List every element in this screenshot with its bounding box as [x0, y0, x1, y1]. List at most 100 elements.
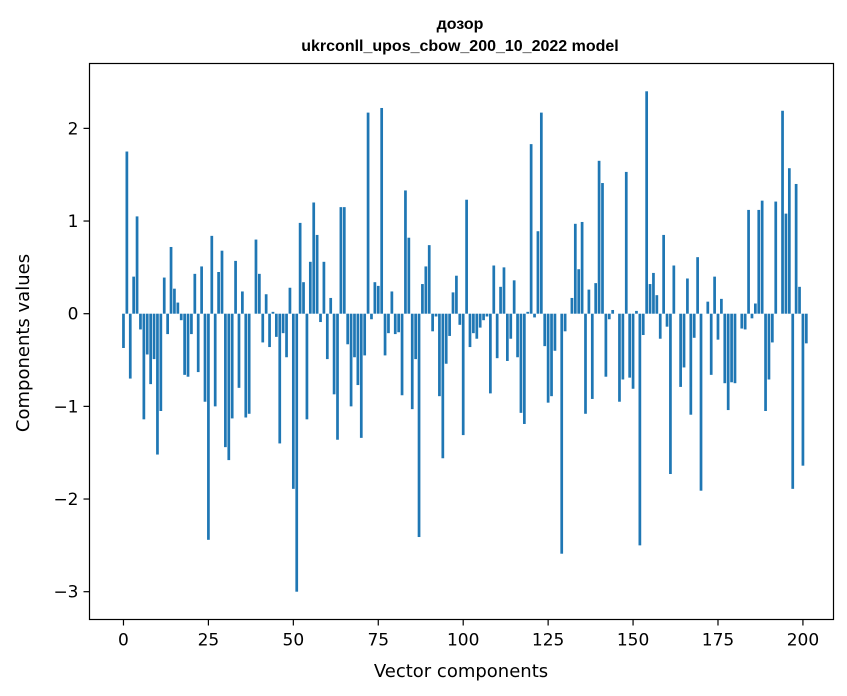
bar: [247, 313, 251, 414]
bar: [794, 183, 798, 314]
bar: [628, 313, 632, 378]
bar: [468, 313, 472, 348]
bar: [264, 294, 268, 314]
y-tick-label: 2: [68, 119, 79, 139]
bar: [271, 311, 275, 314]
bar: [444, 313, 448, 364]
bar: [492, 265, 496, 314]
bar: [750, 313, 754, 319]
bar: [404, 190, 407, 314]
bar: [709, 313, 713, 375]
bar: [281, 313, 285, 334]
bar: [720, 298, 723, 314]
bar: [611, 309, 615, 314]
bar: [349, 313, 353, 407]
bar: [315, 234, 319, 314]
bar: [193, 273, 197, 314]
x-tick-label: 100: [447, 631, 479, 651]
bar: [359, 313, 363, 438]
bar: [400, 313, 404, 396]
bar: [183, 313, 186, 375]
bar: [220, 250, 224, 314]
bar: [261, 313, 265, 343]
bar: [268, 313, 271, 348]
bar: [308, 261, 312, 314]
bar: [787, 168, 791, 314]
bar: [519, 313, 523, 413]
bar: [336, 313, 339, 440]
bar: [230, 313, 234, 419]
bar: [342, 207, 346, 314]
bar: [312, 202, 316, 314]
bar: [135, 216, 139, 314]
bar: [288, 287, 292, 314]
bar: [506, 313, 509, 361]
bar: [393, 313, 397, 335]
bar: [410, 313, 414, 410]
chart-title-line-1: дозор: [437, 16, 484, 33]
bar: [478, 313, 482, 328]
bar: [196, 313, 200, 373]
bar: [618, 313, 621, 402]
bar: [291, 313, 295, 489]
bar: [757, 209, 761, 314]
bar: [580, 221, 584, 314]
bar: [682, 313, 686, 368]
bar: [448, 313, 451, 336]
bar: [325, 313, 329, 360]
bar: [125, 151, 129, 314]
bar: [747, 209, 750, 314]
bar: [159, 313, 163, 411]
bar: [383, 313, 387, 356]
bar: [716, 313, 720, 340]
bar: [390, 291, 394, 314]
bar: [210, 235, 214, 314]
bar: [278, 313, 282, 444]
bar: [577, 269, 581, 314]
bar: [767, 313, 771, 380]
bar: [495, 313, 499, 359]
bar: [804, 313, 808, 344]
bar: [764, 313, 767, 411]
bar: [149, 313, 153, 385]
bar: [190, 313, 193, 335]
bar: [543, 313, 547, 347]
bar: [162, 277, 166, 314]
bar: [635, 310, 638, 314]
bar: [669, 313, 672, 475]
bar: [370, 313, 373, 320]
bar: [516, 313, 519, 358]
bar: [305, 313, 309, 420]
bar: [173, 288, 176, 314]
bar: [407, 237, 411, 314]
bar: [186, 313, 190, 377]
bar: [431, 313, 434, 332]
bar: [254, 239, 258, 314]
bar: [570, 297, 574, 314]
bar: [397, 313, 401, 333]
bar: [760, 200, 764, 314]
bar: [213, 313, 217, 407]
bar: [590, 313, 594, 399]
bar: [145, 313, 149, 355]
y-tick-label: −1: [53, 397, 78, 417]
bar: [784, 213, 788, 314]
bar: [726, 313, 730, 411]
x-tick-label: 50: [283, 631, 305, 651]
bar: [482, 313, 485, 321]
bar: [601, 183, 604, 314]
bar: [224, 313, 227, 448]
bar: [573, 223, 577, 314]
bar: [203, 313, 207, 402]
bar: [258, 273, 261, 314]
bar: [594, 283, 598, 314]
bar: [156, 313, 159, 455]
bar: [536, 231, 540, 314]
bar: [699, 313, 703, 491]
bar: [424, 266, 428, 314]
bar-series: [122, 91, 808, 592]
bar: [672, 265, 676, 314]
bar: [770, 313, 774, 343]
bar: [417, 313, 421, 538]
bar: [421, 284, 424, 314]
